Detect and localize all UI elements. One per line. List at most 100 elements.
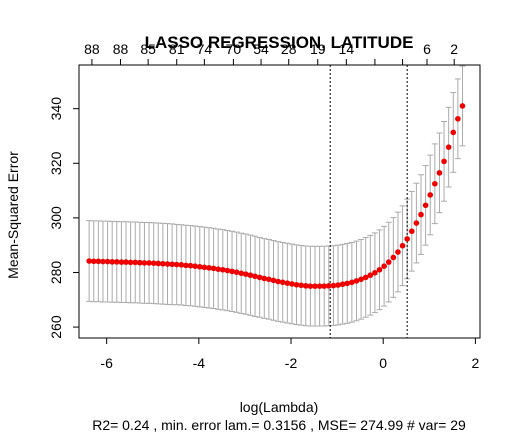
data-point — [187, 262, 194, 269]
data-point — [441, 158, 447, 165]
data-point — [238, 270, 245, 277]
data-point — [229, 268, 235, 275]
x-axis-label: log(Lambda) — [240, 399, 319, 415]
data-point — [316, 283, 323, 289]
data-point — [408, 228, 415, 235]
data-point — [104, 258, 111, 265]
data-point — [455, 115, 461, 122]
data-point — [141, 260, 148, 266]
data-point — [247, 272, 254, 279]
top-tick-label: 6 — [423, 41, 431, 57]
data-point — [132, 259, 139, 266]
top-axis: 88 88 85 81 74 70 54 28 19 14 6 2 — [84, 41, 458, 66]
data-point — [376, 266, 383, 273]
data-point — [220, 266, 226, 273]
data-point — [270, 277, 277, 284]
data-point — [418, 211, 424, 218]
y-tick-label: 260 — [48, 315, 64, 339]
y-tick-label: 280 — [48, 261, 64, 285]
data-point — [243, 271, 249, 277]
data-point — [206, 265, 212, 271]
data-point — [349, 279, 355, 286]
data-point — [178, 262, 185, 268]
data-point — [224, 267, 231, 274]
data-point — [215, 266, 221, 273]
data-point — [113, 259, 120, 265]
top-tick-label: 74 — [197, 41, 213, 57]
data-point — [118, 259, 125, 265]
data-point — [404, 236, 410, 242]
data-point — [233, 269, 240, 276]
data-point — [256, 274, 263, 281]
top-tick-label: 88 — [113, 41, 129, 57]
data-point — [432, 180, 438, 187]
data-point — [196, 263, 203, 270]
data-point — [372, 269, 378, 276]
points — [86, 103, 466, 289]
data-point — [173, 261, 180, 268]
data-point — [183, 262, 189, 269]
x-tick-label: -2 — [285, 355, 298, 371]
data-point — [344, 280, 351, 287]
top-tick-label: 85 — [140, 41, 156, 57]
y-axis-label: Mean-Squared Error — [5, 151, 21, 279]
y-axis: 260 280 300 320 340 — [48, 97, 80, 339]
data-point — [413, 220, 420, 226]
data-point — [201, 264, 208, 271]
data-point — [390, 254, 397, 261]
data-point — [298, 282, 304, 289]
data-point — [261, 275, 268, 282]
data-point — [312, 283, 318, 289]
data-point — [395, 249, 401, 255]
data-point — [353, 278, 360, 284]
data-point — [436, 170, 443, 176]
x-axis: -6 -4 -2 0 2 — [100, 337, 479, 371]
data-point — [210, 265, 217, 272]
data-point — [164, 261, 171, 267]
data-point — [252, 273, 258, 280]
data-point — [422, 202, 429, 209]
chart-subtitle: R2= 0.24 , min. error lam.= 0.3156 , MSE… — [92, 417, 466, 433]
error-bars — [86, 65, 466, 327]
top-tick-label: 88 — [84, 41, 100, 57]
data-point — [293, 281, 300, 288]
x-tick-label: 0 — [379, 355, 387, 371]
top-tick-label: 81 — [169, 41, 185, 57]
data-point — [289, 281, 295, 287]
data-point — [321, 283, 328, 289]
data-point — [266, 276, 272, 283]
data-point — [385, 259, 392, 265]
data-point — [192, 263, 198, 270]
data-point — [330, 282, 337, 289]
y-tick-label: 320 — [48, 151, 64, 175]
top-tick-label: 70 — [226, 41, 242, 57]
data-point — [450, 129, 457, 136]
data-point — [127, 259, 134, 266]
reference-lines — [329, 65, 408, 338]
data-point — [86, 258, 92, 264]
data-point — [160, 260, 166, 267]
data-point — [367, 272, 374, 279]
data-point — [445, 144, 452, 150]
top-tick-label: 14 — [339, 41, 355, 57]
data-point — [275, 278, 281, 285]
top-tick-label: 19 — [310, 41, 326, 57]
data-point — [90, 258, 97, 265]
chart-title: LASSO REGRESSION, LATITUDE — [145, 33, 414, 52]
data-point — [150, 260, 157, 266]
data-point — [302, 283, 309, 289]
data-point — [362, 274, 369, 281]
data-point — [100, 258, 106, 265]
data-point — [427, 192, 434, 198]
data-point — [335, 282, 341, 288]
data-point — [284, 280, 291, 286]
data-point — [279, 279, 286, 286]
data-point — [169, 261, 175, 268]
y-tick-label: 340 — [48, 97, 64, 121]
x-tick-label: 2 — [471, 355, 479, 371]
data-point — [95, 258, 102, 265]
data-point — [146, 260, 152, 266]
x-tick-label: -6 — [100, 355, 113, 371]
data-point — [399, 242, 406, 249]
